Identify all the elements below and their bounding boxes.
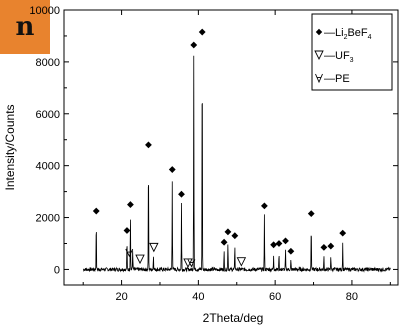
badge-text: n — [15, 12, 35, 42]
legend-entry-uf3: —UF3 — [324, 50, 354, 64]
plot-area — [82, 55, 391, 273]
li2bef4-diamond-marker — [320, 243, 328, 251]
li2bef4-diamond-marker — [339, 229, 347, 237]
legend: —Li2BeF4 —UF3 —PE — [311, 13, 393, 91]
plot-frame — [63, 9, 399, 286]
legend-diamond-icon — [315, 28, 323, 36]
y-tick-label: 10000 — [29, 5, 60, 17]
li2bef4-diamond-marker — [198, 28, 206, 36]
li2bef4-diamond-marker — [327, 242, 335, 250]
li2bef4-diamond-marker — [123, 227, 131, 234]
legend-frame — [311, 13, 393, 91]
x-tick-label: 80 — [346, 291, 358, 303]
orange-badge: n — [0, 0, 50, 54]
axes: 0 2000 4000 6000 8000 10000 20 40 60 80 2Theta/deg… — [3, 5, 399, 325]
li2bef4-diamond-marker — [261, 202, 268, 210]
li2bef4-diamond-marker — [287, 247, 295, 255]
li2bef4-diamond-marker — [127, 201, 134, 208]
li2bef4-diamond-marker — [190, 41, 198, 49]
li2bef4-diamond-marker — [307, 210, 315, 218]
x-axis-label: 2Theta/deg — [203, 311, 264, 325]
y-tick-label: 0 — [54, 264, 60, 276]
y-tick-label: 4000 — [36, 161, 60, 173]
legend-pe-icon — [315, 73, 323, 84]
li2bef4-diamond-marker — [168, 166, 176, 173]
uf3-triangle-marker — [135, 254, 145, 265]
li2bef4-diamond-marker — [282, 237, 289, 245]
li2bef4-diamond-marker — [270, 241, 278, 249]
uf3-triangle-marker — [149, 242, 159, 253]
x-tick-label: 20 — [115, 291, 127, 303]
li2bef4-diamond-marker — [224, 228, 232, 236]
uf3-triangle-marker — [236, 257, 247, 267]
y-axis-label: Intensity/Counts — [3, 104, 17, 190]
li2bef4-diamond-marker — [178, 190, 185, 198]
legend-nabla-icon — [314, 50, 324, 61]
li2bef4-diamond-marker — [231, 232, 239, 240]
y-tick-label: 6000 — [36, 109, 60, 121]
li2bef4-diamond-marker — [145, 141, 152, 149]
x-tick-label: 40 — [192, 291, 204, 303]
pe-marker — [125, 248, 134, 258]
x-tick-label: 60 — [269, 291, 281, 303]
diffraction-pattern-line — [82, 55, 391, 273]
peak-markers — [92, 28, 347, 268]
li2bef4-diamond-marker — [220, 238, 228, 246]
li2bef4-diamond-marker — [92, 207, 100, 215]
legend-entry-pe: —PE — [324, 73, 350, 85]
legend-entry-li2bef4: —Li2BeF4 — [324, 27, 372, 41]
y-tick-label: 8000 — [36, 57, 60, 69]
pe-marker — [187, 259, 196, 268]
y-tick-label: 2000 — [36, 213, 60, 225]
li2bef4-diamond-marker — [275, 240, 283, 247]
